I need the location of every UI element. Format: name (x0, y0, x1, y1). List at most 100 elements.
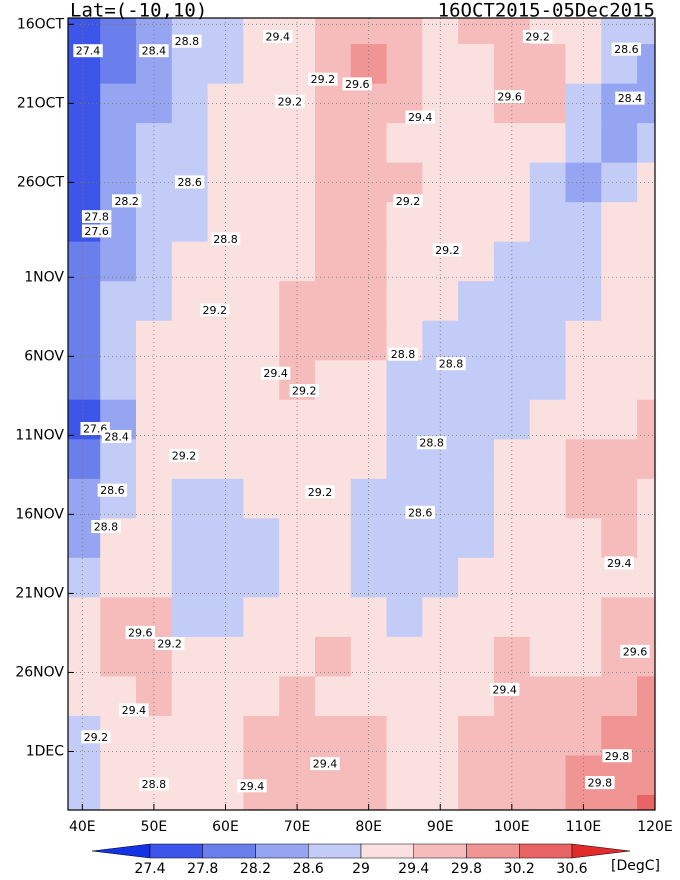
label-bg (342, 77, 372, 91)
cell (243, 794, 280, 810)
contour-label: 28.6 (177, 176, 202, 189)
cell (529, 715, 567, 757)
cell (136, 281, 173, 322)
cell (314, 636, 352, 678)
cell (68, 320, 101, 361)
cell (68, 18, 101, 45)
cell (637, 18, 655, 45)
y-tick-label: 6NOV (24, 348, 64, 364)
label-bg (97, 483, 128, 497)
cell (314, 202, 352, 243)
cell (493, 399, 531, 440)
cell (100, 557, 137, 598)
contour-label: 29.2 (157, 638, 182, 651)
label-bg (620, 644, 650, 658)
contour-label: 27.4 (76, 45, 101, 58)
cell (458, 439, 495, 480)
cell (637, 478, 655, 519)
cell (243, 636, 280, 678)
label-bg (237, 779, 267, 793)
colorbar-label: 27.8 (187, 861, 218, 877)
y-tick-label: 11NOV (15, 427, 64, 443)
cell (68, 794, 101, 810)
label-bg (393, 194, 423, 208)
label-bg (73, 44, 103, 58)
cell (601, 439, 638, 480)
cell (529, 478, 567, 519)
label-bg (210, 232, 241, 246)
label-bg (112, 194, 142, 208)
cell (386, 794, 423, 810)
x-tick-label: 80E (355, 819, 382, 835)
contour-label: 29.4 (408, 111, 433, 124)
cell (601, 399, 638, 440)
cell (314, 715, 352, 757)
contour-label: 27.6 (83, 423, 108, 436)
x-tick-label: 100E (494, 819, 530, 835)
contour-label: 29.2 (278, 95, 303, 108)
cell (422, 755, 459, 796)
cell (529, 636, 567, 678)
cell (637, 676, 655, 717)
cell (637, 755, 655, 796)
label-bg (602, 749, 632, 763)
label-bg (585, 776, 615, 790)
y-tick-label: 1DEC (26, 744, 65, 760)
y-tick-label: 21OCT (17, 95, 65, 111)
cell (386, 439, 423, 480)
cell (314, 557, 352, 598)
cell (565, 597, 602, 638)
label-bg (169, 448, 199, 462)
contour-label: 28.8 (142, 778, 167, 791)
contour-label: 29.2 (396, 195, 421, 208)
cell (171, 755, 209, 796)
cell (637, 162, 655, 203)
cell (171, 83, 209, 124)
cell (529, 794, 567, 810)
contour-label: 29.2 (308, 486, 333, 499)
cell (529, 281, 567, 322)
contour-label: 29.2 (311, 73, 336, 86)
cell (637, 557, 655, 598)
cell (100, 18, 137, 45)
contour-label: 28.4 (618, 92, 643, 105)
cell (601, 518, 638, 559)
cell (386, 123, 423, 164)
label-bg (119, 703, 149, 717)
cell (422, 281, 459, 322)
contour-label: 28.8 (419, 437, 444, 450)
cell (637, 281, 655, 322)
cell (68, 676, 101, 717)
cell (100, 281, 137, 322)
cell (243, 399, 280, 440)
y-tick-label: 16NOV (15, 506, 64, 522)
cell (100, 360, 137, 401)
cell (243, 557, 280, 598)
cell (100, 83, 137, 124)
colorbar-unit: [DegC] (611, 858, 660, 874)
contour-label: 28.6 (408, 506, 433, 519)
contour-label: 28.8 (175, 35, 200, 48)
cell (171, 715, 209, 757)
cell (207, 241, 244, 282)
cell (458, 676, 495, 717)
cell (422, 399, 459, 440)
label-bg (200, 303, 230, 317)
cell (171, 202, 209, 243)
cell (637, 44, 655, 85)
cell (601, 202, 638, 243)
cell (243, 162, 280, 203)
cell (601, 794, 638, 810)
cell (458, 636, 495, 678)
cell (493, 281, 531, 322)
label-bg (405, 505, 435, 519)
label-bg (172, 34, 202, 48)
cell (493, 557, 531, 598)
contour-label: 28.8 (439, 358, 464, 371)
cell (458, 123, 495, 164)
cell (136, 241, 173, 282)
cell (68, 478, 101, 519)
cell (529, 241, 567, 282)
contour-label: 28.6 (614, 43, 639, 56)
label-bg (405, 110, 435, 124)
